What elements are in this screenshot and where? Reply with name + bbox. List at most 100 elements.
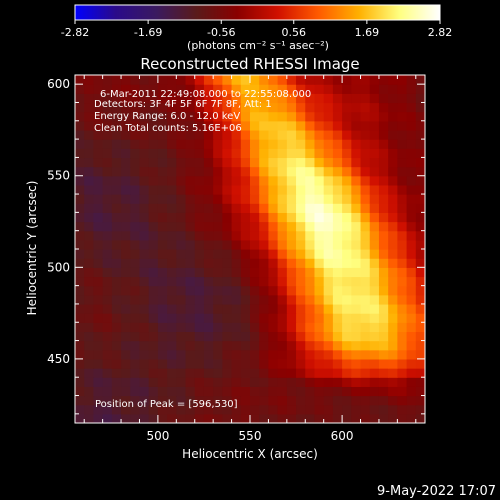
heatmap-cell bbox=[130, 386, 141, 397]
heatmap-cell bbox=[93, 84, 104, 94]
heatmap-cell bbox=[378, 102, 389, 113]
heatmap-cell bbox=[296, 258, 306, 268]
heatmap-cell bbox=[194, 102, 205, 113]
heatmap-cell bbox=[75, 129, 85, 140]
heatmap-cell bbox=[121, 386, 131, 397]
heatmap-cell bbox=[194, 313, 205, 323]
heatmap-cell bbox=[157, 303, 168, 314]
heatmap-cell bbox=[93, 221, 104, 232]
heatmap-cell bbox=[286, 377, 297, 387]
heatmap-cell bbox=[194, 129, 205, 140]
heatmap-cell bbox=[148, 194, 159, 204]
heatmap-cell bbox=[148, 129, 159, 140]
heatmap-cell bbox=[268, 349, 279, 360]
heatmap-cell bbox=[185, 175, 196, 186]
heatmap-cell bbox=[111, 368, 122, 378]
heatmap-cell bbox=[231, 212, 242, 223]
heatmap-cell bbox=[277, 166, 288, 177]
heatmap-cell bbox=[406, 75, 417, 85]
heatmap-cell bbox=[75, 267, 85, 278]
heatmap-cell bbox=[250, 157, 260, 168]
heatmap-cell bbox=[415, 239, 425, 250]
heatmap-cell bbox=[194, 249, 205, 259]
heatmap-cell bbox=[286, 139, 297, 149]
heatmap-cell bbox=[194, 175, 205, 186]
heatmap-cell bbox=[360, 377, 371, 387]
heatmap-cell bbox=[102, 258, 113, 268]
heatmap-cell bbox=[286, 294, 297, 305]
heatmap-cell bbox=[130, 221, 141, 232]
heatmap-cell bbox=[130, 413, 141, 423]
heatmap-cell bbox=[277, 303, 288, 314]
heatmap-cell bbox=[296, 111, 306, 122]
heatmap-cell bbox=[323, 221, 334, 232]
heatmap-cell bbox=[259, 322, 270, 333]
heatmap-cell bbox=[139, 194, 150, 204]
heatmap-cell bbox=[277, 75, 288, 85]
heatmap-cell bbox=[222, 267, 233, 278]
heatmap-cell bbox=[75, 93, 85, 104]
heatmap-cell bbox=[148, 230, 159, 241]
heatmap-cell bbox=[240, 129, 251, 140]
heatmap-cell bbox=[351, 395, 362, 406]
heatmap-cell bbox=[222, 340, 233, 351]
heatmap-cell bbox=[277, 139, 288, 149]
heatmap-cell bbox=[342, 258, 352, 268]
heatmap-cell bbox=[259, 276, 270, 287]
heatmap-cell bbox=[157, 75, 168, 85]
heatmap-cell bbox=[250, 239, 260, 250]
heatmap-cell bbox=[84, 249, 95, 259]
heatmap-cell bbox=[130, 285, 141, 296]
heatmap-cell bbox=[397, 303, 408, 314]
heatmap-cell bbox=[102, 84, 113, 94]
heatmap-cell bbox=[240, 230, 251, 241]
heatmap-cell bbox=[240, 184, 251, 195]
heatmap-cell bbox=[231, 221, 242, 232]
heatmap-cell bbox=[240, 175, 251, 186]
heatmap-cell bbox=[323, 175, 334, 186]
heatmap-cell bbox=[148, 75, 159, 85]
heatmap-cell bbox=[121, 377, 131, 387]
heatmap-cell bbox=[157, 84, 168, 94]
heatmap-cell bbox=[332, 102, 343, 113]
heatmap-cell bbox=[93, 93, 104, 104]
heatmap-cell bbox=[378, 386, 389, 397]
heatmap-cell bbox=[121, 102, 131, 113]
heatmap-cell bbox=[222, 276, 233, 287]
heatmap-cell bbox=[296, 368, 306, 378]
heatmap-cell bbox=[378, 377, 389, 387]
heatmap-cell bbox=[369, 166, 380, 177]
heatmap-cell bbox=[121, 221, 131, 232]
heatmap-cell bbox=[185, 230, 196, 241]
heatmap-cell bbox=[415, 276, 425, 287]
heatmap-cell bbox=[111, 413, 122, 423]
heatmap-cell bbox=[222, 166, 233, 177]
heatmap-cell bbox=[148, 377, 159, 387]
heatmap-cell bbox=[121, 258, 131, 268]
heatmap-cell bbox=[305, 102, 316, 113]
heatmap-cell bbox=[213, 340, 223, 351]
heatmap-cell bbox=[415, 386, 425, 397]
heatmap-cell bbox=[213, 102, 223, 113]
footer-timestamp: 9-May-2022 17:07 bbox=[377, 484, 496, 499]
heatmap-cell bbox=[130, 276, 141, 287]
heatmap-cell bbox=[93, 340, 104, 351]
heatmap-cell bbox=[213, 239, 223, 250]
heatmap-cell bbox=[286, 331, 297, 342]
heatmap-cell bbox=[203, 166, 214, 177]
heatmap-cell bbox=[397, 84, 408, 94]
heatmap-cell bbox=[139, 294, 150, 305]
heatmap-cell bbox=[286, 75, 297, 85]
heatmap-cell bbox=[259, 203, 270, 213]
heatmap-cell bbox=[84, 413, 95, 423]
heatmap-cell bbox=[397, 349, 408, 360]
heatmap-cell bbox=[213, 75, 223, 85]
heatmap-cell bbox=[277, 349, 288, 360]
heatmap-cell bbox=[139, 285, 150, 296]
heatmap-cell bbox=[139, 230, 150, 241]
heatmap-cell bbox=[332, 368, 343, 378]
heatmap-cell bbox=[406, 294, 417, 305]
heatmap-cell bbox=[157, 267, 168, 278]
heatmap-cell bbox=[93, 148, 104, 159]
heatmap-cell bbox=[231, 166, 242, 177]
